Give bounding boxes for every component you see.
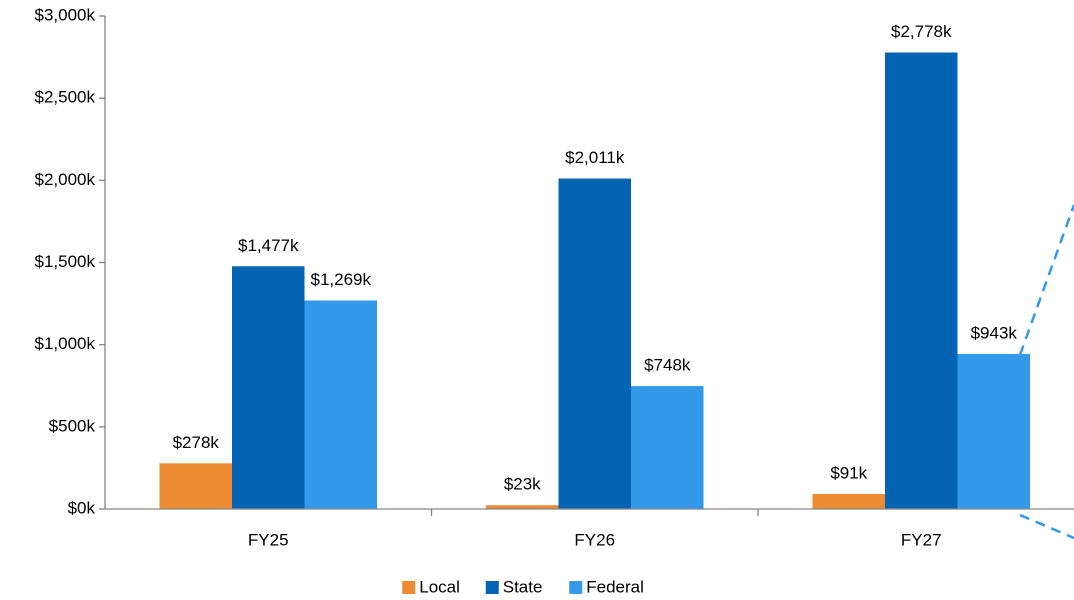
y-tick-label: $1,000k xyxy=(35,334,96,353)
y-tick-label: $500k xyxy=(49,416,96,435)
bar xyxy=(486,505,559,509)
x-tick-label: FY26 xyxy=(574,530,615,549)
data-label: $748k xyxy=(644,356,691,375)
decor-dash xyxy=(1019,513,1074,540)
bar xyxy=(957,354,1030,509)
x-tick-label: FY27 xyxy=(901,530,942,549)
legend-label: State xyxy=(503,577,543,596)
decor-dash xyxy=(1018,204,1074,356)
data-label: $943k xyxy=(971,324,1018,343)
y-tick-label: $3,000k xyxy=(35,5,96,24)
data-label: $278k xyxy=(173,433,220,452)
bar xyxy=(304,300,377,509)
bar xyxy=(558,178,631,509)
data-label: $1,477k xyxy=(238,236,299,255)
data-label: $2,011k xyxy=(565,148,625,167)
legend-swatch xyxy=(485,581,499,594)
x-tick-label: FY25 xyxy=(248,530,289,549)
y-tick-label: $0k xyxy=(68,498,96,517)
bar xyxy=(232,266,305,509)
y-tick-label: $2,500k xyxy=(35,88,96,107)
bar xyxy=(885,52,958,510)
bar xyxy=(812,494,885,509)
bar xyxy=(159,463,232,509)
y-tick-label: $2,000k xyxy=(35,170,96,189)
y-tick-label: $1,500k xyxy=(35,252,96,271)
data-label: $91k xyxy=(830,464,867,483)
legend-swatch xyxy=(569,581,583,594)
legend-label: Federal xyxy=(586,577,644,596)
bar xyxy=(631,386,704,509)
data-label: $2,778k xyxy=(891,22,952,41)
data-label: $1,269k xyxy=(311,270,372,289)
data-label: $23k xyxy=(504,475,541,494)
legend-swatch xyxy=(402,581,416,594)
legend-label: Local xyxy=(419,577,460,596)
